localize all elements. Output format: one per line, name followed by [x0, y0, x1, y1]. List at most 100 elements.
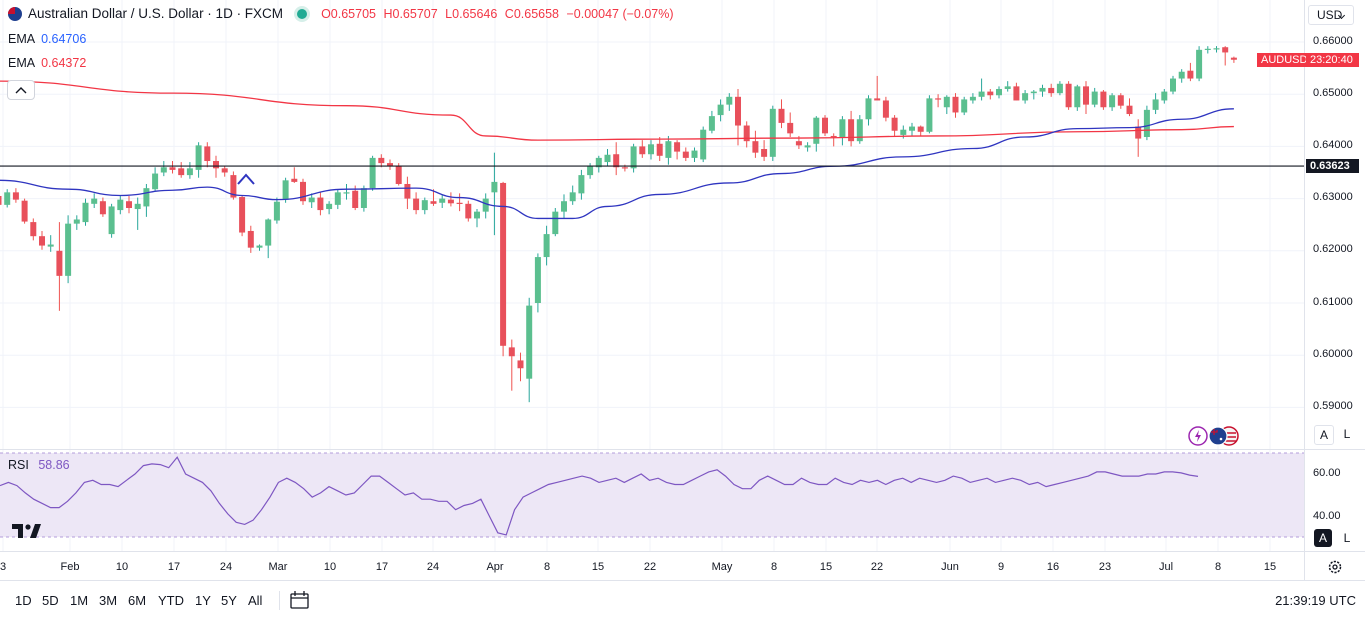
rsi-tick: 40.00 [1313, 510, 1341, 522]
time-tick-label: 9 [998, 561, 1004, 573]
candle-body [12, 192, 19, 200]
candle-body [1161, 91, 1168, 101]
candle-body [247, 230, 254, 248]
time-tick-label: 3 [0, 561, 6, 573]
rsi-log-scale-button[interactable]: L [1343, 531, 1351, 545]
candle-body [1109, 95, 1116, 108]
timeframe-3m-button[interactable]: 3M [99, 593, 118, 608]
price-tick: 0.65000 [1313, 87, 1353, 99]
candle-body [21, 200, 28, 222]
time-tick-label: Jul [1159, 561, 1173, 573]
candle-body [561, 201, 567, 212]
rsi-label: RSI [8, 458, 29, 472]
candle-body [621, 167, 628, 169]
candle-body [1065, 83, 1072, 108]
candle-body [387, 163, 393, 167]
rsi-value: 58.86 [38, 458, 70, 472]
time-tick-label: Feb [61, 561, 80, 573]
timeframe-6m-button[interactable]: 6M [128, 593, 147, 608]
price-tick: 0.59000 [1313, 400, 1353, 412]
candle-body [65, 223, 72, 276]
candle-body [874, 98, 881, 101]
candle-body [1030, 91, 1037, 94]
candle-body [1230, 57, 1237, 60]
candle-body [482, 198, 489, 212]
candle-body [700, 129, 707, 160]
time-tick-label: 8 [771, 561, 777, 573]
candle-body [969, 96, 976, 101]
tradingview-logo[interactable] [12, 524, 41, 538]
candle-body [300, 181, 306, 202]
ema-slow-value: 0.64372 [41, 56, 87, 70]
date-range-calendar-icon[interactable] [290, 591, 309, 609]
open-value: O0.65705 [321, 6, 376, 21]
ema-fast-value: 0.64706 [41, 32, 87, 46]
settings-gear-icon[interactable] [1328, 560, 1342, 574]
timeframe-1y-button[interactable]: 1Y [195, 593, 211, 608]
timeframe-1d-button[interactable]: 1D [15, 593, 32, 608]
candle-body [987, 91, 994, 96]
time-tick-label: 8 [1215, 561, 1221, 573]
time-tick-label: 17 [168, 561, 180, 573]
candle-body [508, 347, 515, 357]
candle-body [91, 198, 98, 204]
time-tick-label: 15 [1264, 561, 1276, 573]
low-value: L0.65646 [445, 6, 498, 21]
currency-flags-icon[interactable] [1208, 426, 1239, 446]
candle-body [856, 119, 863, 142]
timeframe-1m-button[interactable]: 1M [70, 593, 89, 608]
candle-body [126, 201, 132, 208]
close-value: C0.65658 [504, 6, 560, 21]
collapse-legend-button[interactable] [7, 80, 35, 100]
events-lightning-icon[interactable] [1188, 426, 1208, 446]
candle-body [708, 116, 715, 131]
timeframe-5d-button[interactable]: 5D [42, 593, 59, 608]
candle-body [1135, 126, 1142, 139]
candle-body [439, 198, 446, 203]
candle-body [996, 88, 1002, 96]
candle-body [630, 146, 637, 169]
timeframe-all-button[interactable]: All [248, 593, 263, 608]
log-scale-button[interactable]: L [1343, 427, 1351, 441]
candle-body [134, 203, 141, 210]
price-tick: 0.66000 [1313, 35, 1353, 47]
market-status-icon[interactable] [297, 8, 308, 19]
ema-slow-legend[interactable]: EMA 0.64372 [8, 56, 86, 70]
countdown-tag: 23:20:40 [1306, 53, 1359, 67]
candle-body [1048, 87, 1055, 94]
hline-price-tag[interactable]: 0.63623 [1306, 159, 1359, 173]
rsi-legend[interactable]: RSI 58.86 [8, 458, 70, 472]
candle-body [378, 157, 385, 164]
ema-fast-legend[interactable]: EMA 0.64706 [8, 32, 86, 46]
candle-body [1083, 86, 1089, 105]
candle-body [787, 122, 794, 134]
candle-body [865, 98, 872, 120]
utc-clock[interactable]: 21:39:19 UTC [1275, 593, 1356, 608]
ema-fast-label: EMA [8, 32, 36, 46]
candle-body [961, 99, 968, 113]
candle-body [395, 166, 402, 184]
candle-body [256, 245, 263, 248]
chart-header: Australian Dollar / U.S. Dollar · 1D · F… [8, 6, 678, 21]
time-tick-label: 16 [1047, 561, 1059, 573]
candle-body [47, 244, 54, 247]
rsi-tick: 60.00 [1313, 467, 1341, 479]
rsi-auto-scale-button[interactable]: A [1314, 529, 1332, 547]
symbol-title[interactable]: Australian Dollar / U.S. Dollar · 1D · F… [28, 6, 284, 21]
timeframe-5y-button[interactable]: 5Y [221, 593, 237, 608]
time-tick-label: 23 [1099, 561, 1111, 573]
currency-selector[interactable]: USD [1308, 5, 1354, 25]
auto-scale-button[interactable]: A [1314, 425, 1334, 445]
candle-body [447, 199, 454, 204]
symbol-price-tag[interactable]: AUDUSD [1257, 53, 1312, 67]
candle-body [500, 182, 507, 346]
candle-body [752, 141, 759, 153]
timeframe-ytd-button[interactable]: YTD [158, 593, 184, 608]
candle-body [195, 145, 202, 170]
arrow-up-marker[interactable] [237, 173, 255, 185]
candle-body [604, 154, 611, 163]
candle-body [360, 188, 367, 208]
candle-body [169, 167, 176, 170]
candle-body [804, 145, 811, 148]
